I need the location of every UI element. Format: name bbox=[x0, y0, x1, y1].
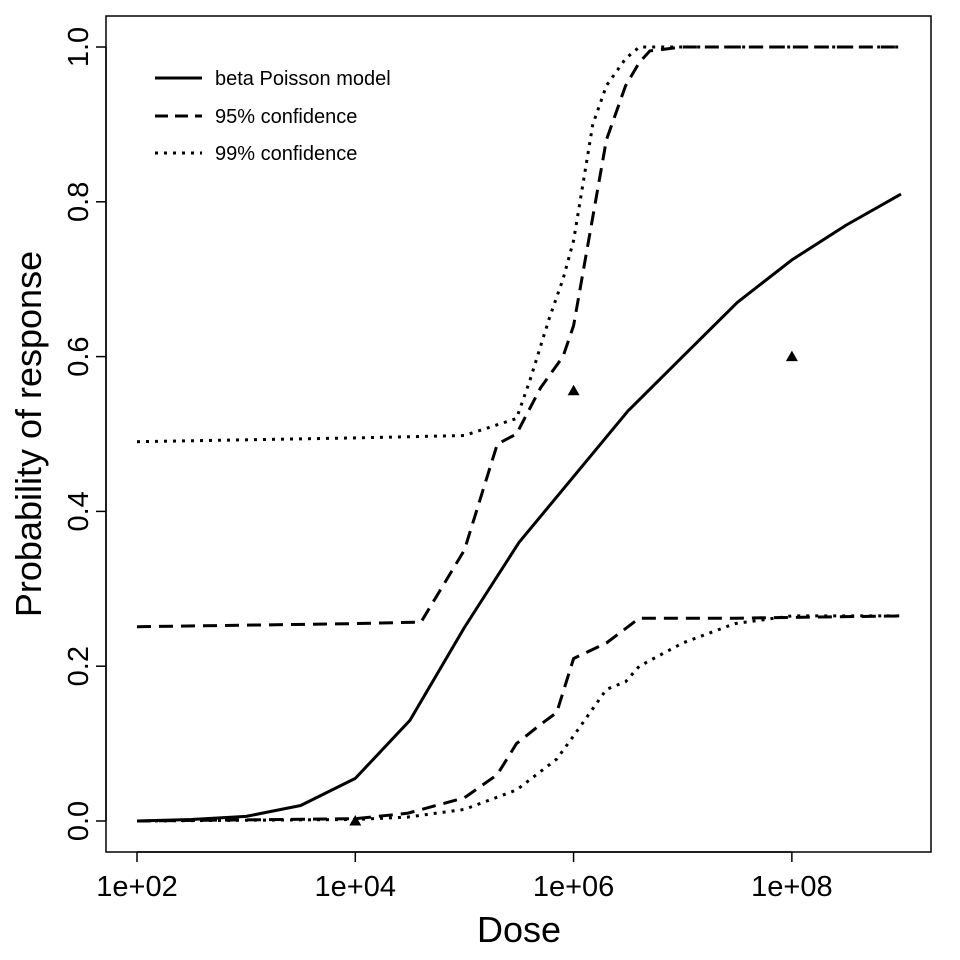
observation-point bbox=[349, 815, 362, 826]
x-tick-label: 1e+08 bbox=[751, 871, 832, 903]
observation-point bbox=[567, 384, 580, 396]
x-axis-label: Dose bbox=[477, 909, 561, 950]
series-line-dotted-4 bbox=[136, 614, 901, 823]
legend-label: 95% confidence bbox=[215, 106, 357, 128]
y-tick-label: 0.8 bbox=[63, 182, 95, 222]
plot-frame bbox=[105, 15, 932, 853]
y-axis-label: Probability of response bbox=[8, 251, 49, 617]
series-line-solid-0 bbox=[136, 192, 902, 823]
y-axis: 0.0 0.2 0.4 0.6 0.8 1.0 bbox=[63, 27, 107, 841]
series-layer bbox=[136, 45, 902, 823]
y-tick-label: 0.2 bbox=[63, 646, 95, 686]
y-tick-label: 0.4 bbox=[63, 491, 95, 531]
y-tick-label: 0.0 bbox=[63, 801, 95, 841]
x-tick-label: 1e+02 bbox=[96, 871, 177, 903]
legend-label: beta Poisson model bbox=[215, 68, 391, 90]
series-line-dashed-1 bbox=[136, 45, 901, 629]
legend: beta Poisson model 95% confidence 99% conf… bbox=[155, 68, 391, 165]
x-tick-label: 1e+04 bbox=[315, 871, 396, 903]
series-line-dashed-2 bbox=[136, 614, 902, 823]
x-tick-label: 1e+06 bbox=[533, 871, 614, 903]
y-tick-label: 0.6 bbox=[63, 336, 95, 376]
legend-label: 99% confidence bbox=[215, 143, 357, 165]
series-line-dotted-3 bbox=[136, 45, 901, 444]
observation-point bbox=[785, 350, 798, 362]
observation-points bbox=[349, 350, 798, 826]
y-tick-label: 1.0 bbox=[63, 27, 95, 67]
x-axis: 1e+02 1e+04 1e+06 1e+08 bbox=[96, 851, 833, 903]
